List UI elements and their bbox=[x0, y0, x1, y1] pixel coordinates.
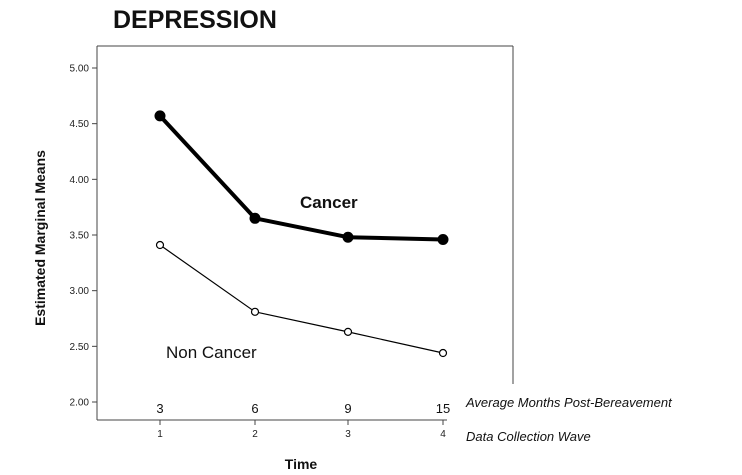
y-tick-label: 3.50 bbox=[70, 231, 90, 242]
data-point-non-cancer bbox=[250, 307, 260, 316]
data-point-cancer bbox=[249, 212, 261, 224]
x-tick-label: 1 bbox=[157, 429, 163, 440]
wave-row-label: Data Collection Wave bbox=[466, 429, 591, 444]
months-value: 6 bbox=[251, 401, 258, 416]
data-point-cancer bbox=[342, 231, 354, 243]
data-point-cancer bbox=[154, 110, 166, 122]
y-axis-label: Estimated Marginal Means bbox=[32, 150, 48, 326]
months-row-label: Average Months Post-Bereavement bbox=[465, 395, 673, 410]
chart-title: DEPRESSION bbox=[113, 6, 277, 34]
y-axis-ticks: 2.00 2.50 3.00 3.50 4.00 4.50 5.00 bbox=[70, 64, 97, 409]
y-tick-label: 2.50 bbox=[70, 342, 90, 353]
series-label-cancer: Cancer bbox=[300, 193, 358, 212]
series-group bbox=[154, 110, 449, 358]
months-value: 3 bbox=[156, 401, 163, 416]
plot-axes bbox=[96, 45, 514, 421]
series-label-non-cancer: Non Cancer bbox=[166, 343, 257, 362]
y-tick-label: 3.00 bbox=[70, 286, 90, 297]
months-row: 3 6 9 15 bbox=[156, 401, 450, 416]
y-tick-label: 4.00 bbox=[70, 175, 90, 186]
x-tick-label: 4 bbox=[440, 429, 446, 440]
x-axis-ticks: 1 2 3 4 bbox=[157, 420, 446, 440]
x-tick-label: 3 bbox=[345, 429, 351, 440]
data-point-non-cancer bbox=[155, 240, 165, 250]
x-tick-label: 2 bbox=[252, 429, 258, 440]
data-point-non-cancer bbox=[343, 327, 353, 336]
y-tick-label: 5.00 bbox=[70, 64, 90, 75]
y-tick-label: 4.50 bbox=[70, 119, 90, 130]
x-axis-label: Time bbox=[285, 456, 318, 472]
series-line-non-cancer bbox=[159, 244, 444, 354]
series-line-cancer bbox=[158, 114, 444, 242]
y-tick-label: 2.00 bbox=[70, 398, 90, 409]
data-point-non-cancer bbox=[438, 348, 448, 358]
months-value: 9 bbox=[344, 401, 351, 416]
data-point-cancer bbox=[437, 233, 449, 245]
months-value: 15 bbox=[436, 401, 450, 416]
